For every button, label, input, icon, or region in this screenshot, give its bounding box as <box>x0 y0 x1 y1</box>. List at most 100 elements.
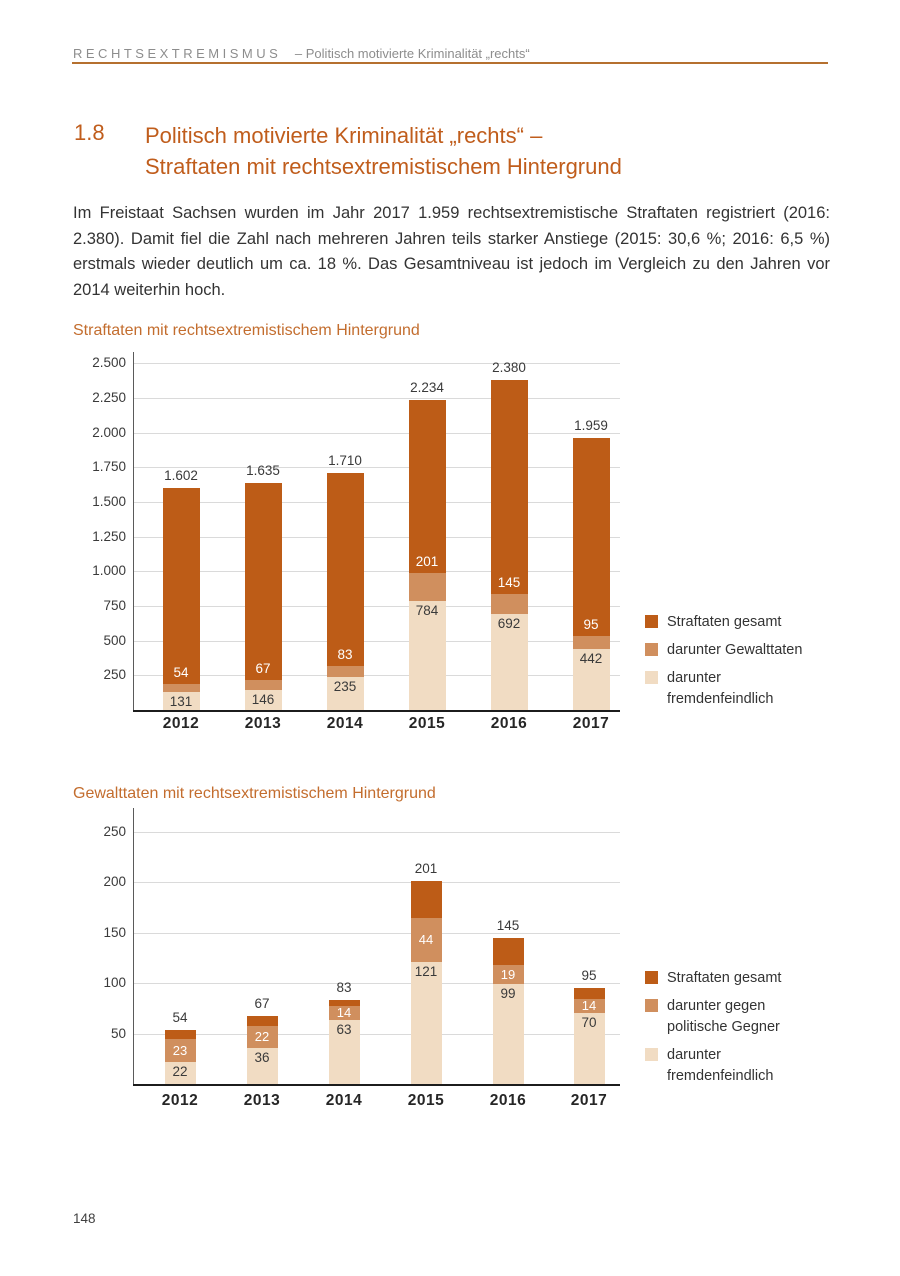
bar-segment-mid <box>326 665 364 678</box>
bar-mid-label: 145 <box>497 574 521 590</box>
category-label: 2015 <box>407 1092 445 1109</box>
bar-segment-fremdenfeindlich <box>328 1020 360 1084</box>
bar-mid-label: 201 <box>415 554 439 570</box>
bar-segment-gesamt <box>410 881 442 918</box>
bar-segment-fremdenfeindlich <box>408 601 446 710</box>
bar-segment-fremdenfeindlich <box>244 689 282 710</box>
legend-label: darunter gegen politische Gegner <box>667 998 780 1035</box>
bar-segment-mid <box>410 917 442 963</box>
bar-segment-gesamt <box>408 400 446 574</box>
gridline <box>134 640 620 642</box>
bar-segment-fremdenfeindlich <box>573 1013 605 1084</box>
bar-segment-fremdenfeindlich <box>246 1047 278 1084</box>
bar-segment-fremdenfeindlich <box>572 648 610 710</box>
bar-segment-fremdenfeindlich <box>410 962 442 1084</box>
bar-mid-label: 54 <box>173 665 189 681</box>
x-axis-line <box>133 710 620 712</box>
legend-swatch-icon <box>645 971 658 984</box>
y-tick-label: 250 <box>103 824 126 839</box>
bar-segment-gesamt <box>490 379 528 594</box>
y-tick-label: 150 <box>103 924 126 940</box>
bar-segment-gesamt <box>244 483 282 681</box>
gridline <box>134 832 620 833</box>
chart2-title: Gewalttaten mit rechtsextremistischem Hi… <box>73 785 436 802</box>
y-tick-label: 200 <box>103 874 126 890</box>
gridline <box>134 675 620 677</box>
running-header-kicker: RECHTSEXTREMISMUS <box>73 46 282 61</box>
bar-segment-mid <box>492 965 524 985</box>
bar-total-label: 1.959 <box>574 418 608 434</box>
gridline <box>134 932 620 934</box>
bar-segment-gesamt <box>328 1000 360 1007</box>
x-axis-line <box>133 1084 620 1086</box>
bar-bottom-label: 146 <box>251 691 275 707</box>
bar-total-label: 1.710 <box>328 452 362 468</box>
y-tick-label: 250 <box>103 667 126 683</box>
section-heading: 1.8 Politisch motivierte Kriminalität „r… <box>74 120 622 182</box>
category-label: 2014 <box>326 715 364 732</box>
bar-segment-gesamt <box>164 1029 196 1039</box>
bar-total-label: 1.602 <box>164 467 198 483</box>
y-tick-label: 500 <box>103 632 126 648</box>
bar-segment-mid <box>328 1006 360 1021</box>
bar-mid-label: 22 <box>254 1028 270 1044</box>
bar-bottom-label: 63 <box>336 1022 352 1038</box>
legend-item: darunter fremdenfeindlich <box>645 1045 781 1087</box>
bar-mid-label: 14 <box>336 1005 352 1021</box>
bar-total-label: 83 <box>336 980 352 996</box>
y-tick-label: 50 <box>110 1025 126 1041</box>
section-number: 1.8 <box>74 120 105 145</box>
bar-mid-label: 19 <box>500 967 516 983</box>
y-tick-label: 1.250 <box>92 528 126 544</box>
gridline <box>134 882 620 884</box>
legend-label: Straftaten gesamt <box>667 614 782 630</box>
bar-total-label: 67 <box>254 996 270 1012</box>
running-header-rest: – Politisch motivierte Kriminalität „rec… <box>294 46 530 61</box>
category-label: 2017 <box>572 715 610 732</box>
y-axis-line <box>133 808 134 1084</box>
y-tick-label: 100 <box>103 975 126 991</box>
bar-segment-mid <box>408 573 446 602</box>
bar-bottom-label: 22 <box>172 1063 188 1079</box>
bar-total-label: 145 <box>496 917 520 933</box>
y-tick-label: 1.000 <box>92 563 126 579</box>
bar-bottom-label: 692 <box>497 616 521 632</box>
y-tick-label: 2.500 <box>92 355 126 371</box>
legend-label: darunter fremdenfeindlich <box>667 670 774 707</box>
bar-bottom-label: 131 <box>169 693 193 709</box>
bar-bottom-label: 36 <box>254 1049 270 1065</box>
y-tick-label: 2.250 <box>92 389 126 405</box>
running-header: RECHTSEXTREMISMUS – Politisch motivierte… <box>73 46 829 61</box>
legend-item: Straftaten gesamt <box>645 612 802 633</box>
gridline <box>134 605 620 607</box>
category-label: 2015 <box>408 715 446 732</box>
bar-segment-fremdenfeindlich <box>162 691 200 710</box>
bar-total-label: 201 <box>414 861 438 877</box>
bar-segment-mid <box>162 684 200 692</box>
bar-segment-gesamt <box>326 472 364 666</box>
bar-mid-label: 83 <box>337 646 353 662</box>
bar-segment-gesamt <box>162 487 200 685</box>
gridline <box>134 1033 620 1035</box>
legend-item: darunter fremdenfeindlich <box>645 668 802 710</box>
legend-swatch-icon <box>645 643 658 656</box>
category-label: 2012 <box>161 1092 199 1109</box>
legend-label: darunter fremdenfeindlich <box>667 1047 774 1084</box>
gridline <box>134 432 620 434</box>
legend-item: darunter gegen politische Gegner <box>645 996 781 1038</box>
category-label: 2014 <box>325 1092 363 1109</box>
gridline <box>134 397 620 399</box>
bar-segment-mid <box>572 635 610 649</box>
bar-bottom-label: 99 <box>500 986 516 1002</box>
bar-segment-mid <box>573 999 605 1014</box>
bar-bottom-label: 235 <box>333 679 357 695</box>
bar-segment-mid <box>164 1038 196 1062</box>
y-tick-label: 1.500 <box>92 493 126 509</box>
category-label: 2012 <box>162 715 200 732</box>
bar-segment-gesamt <box>492 937 524 966</box>
bar-total-label: 2.380 <box>492 359 526 375</box>
category-label: 2013 <box>243 1092 281 1109</box>
legend-swatch-icon <box>645 671 658 684</box>
legend-swatch-icon <box>645 1048 658 1061</box>
